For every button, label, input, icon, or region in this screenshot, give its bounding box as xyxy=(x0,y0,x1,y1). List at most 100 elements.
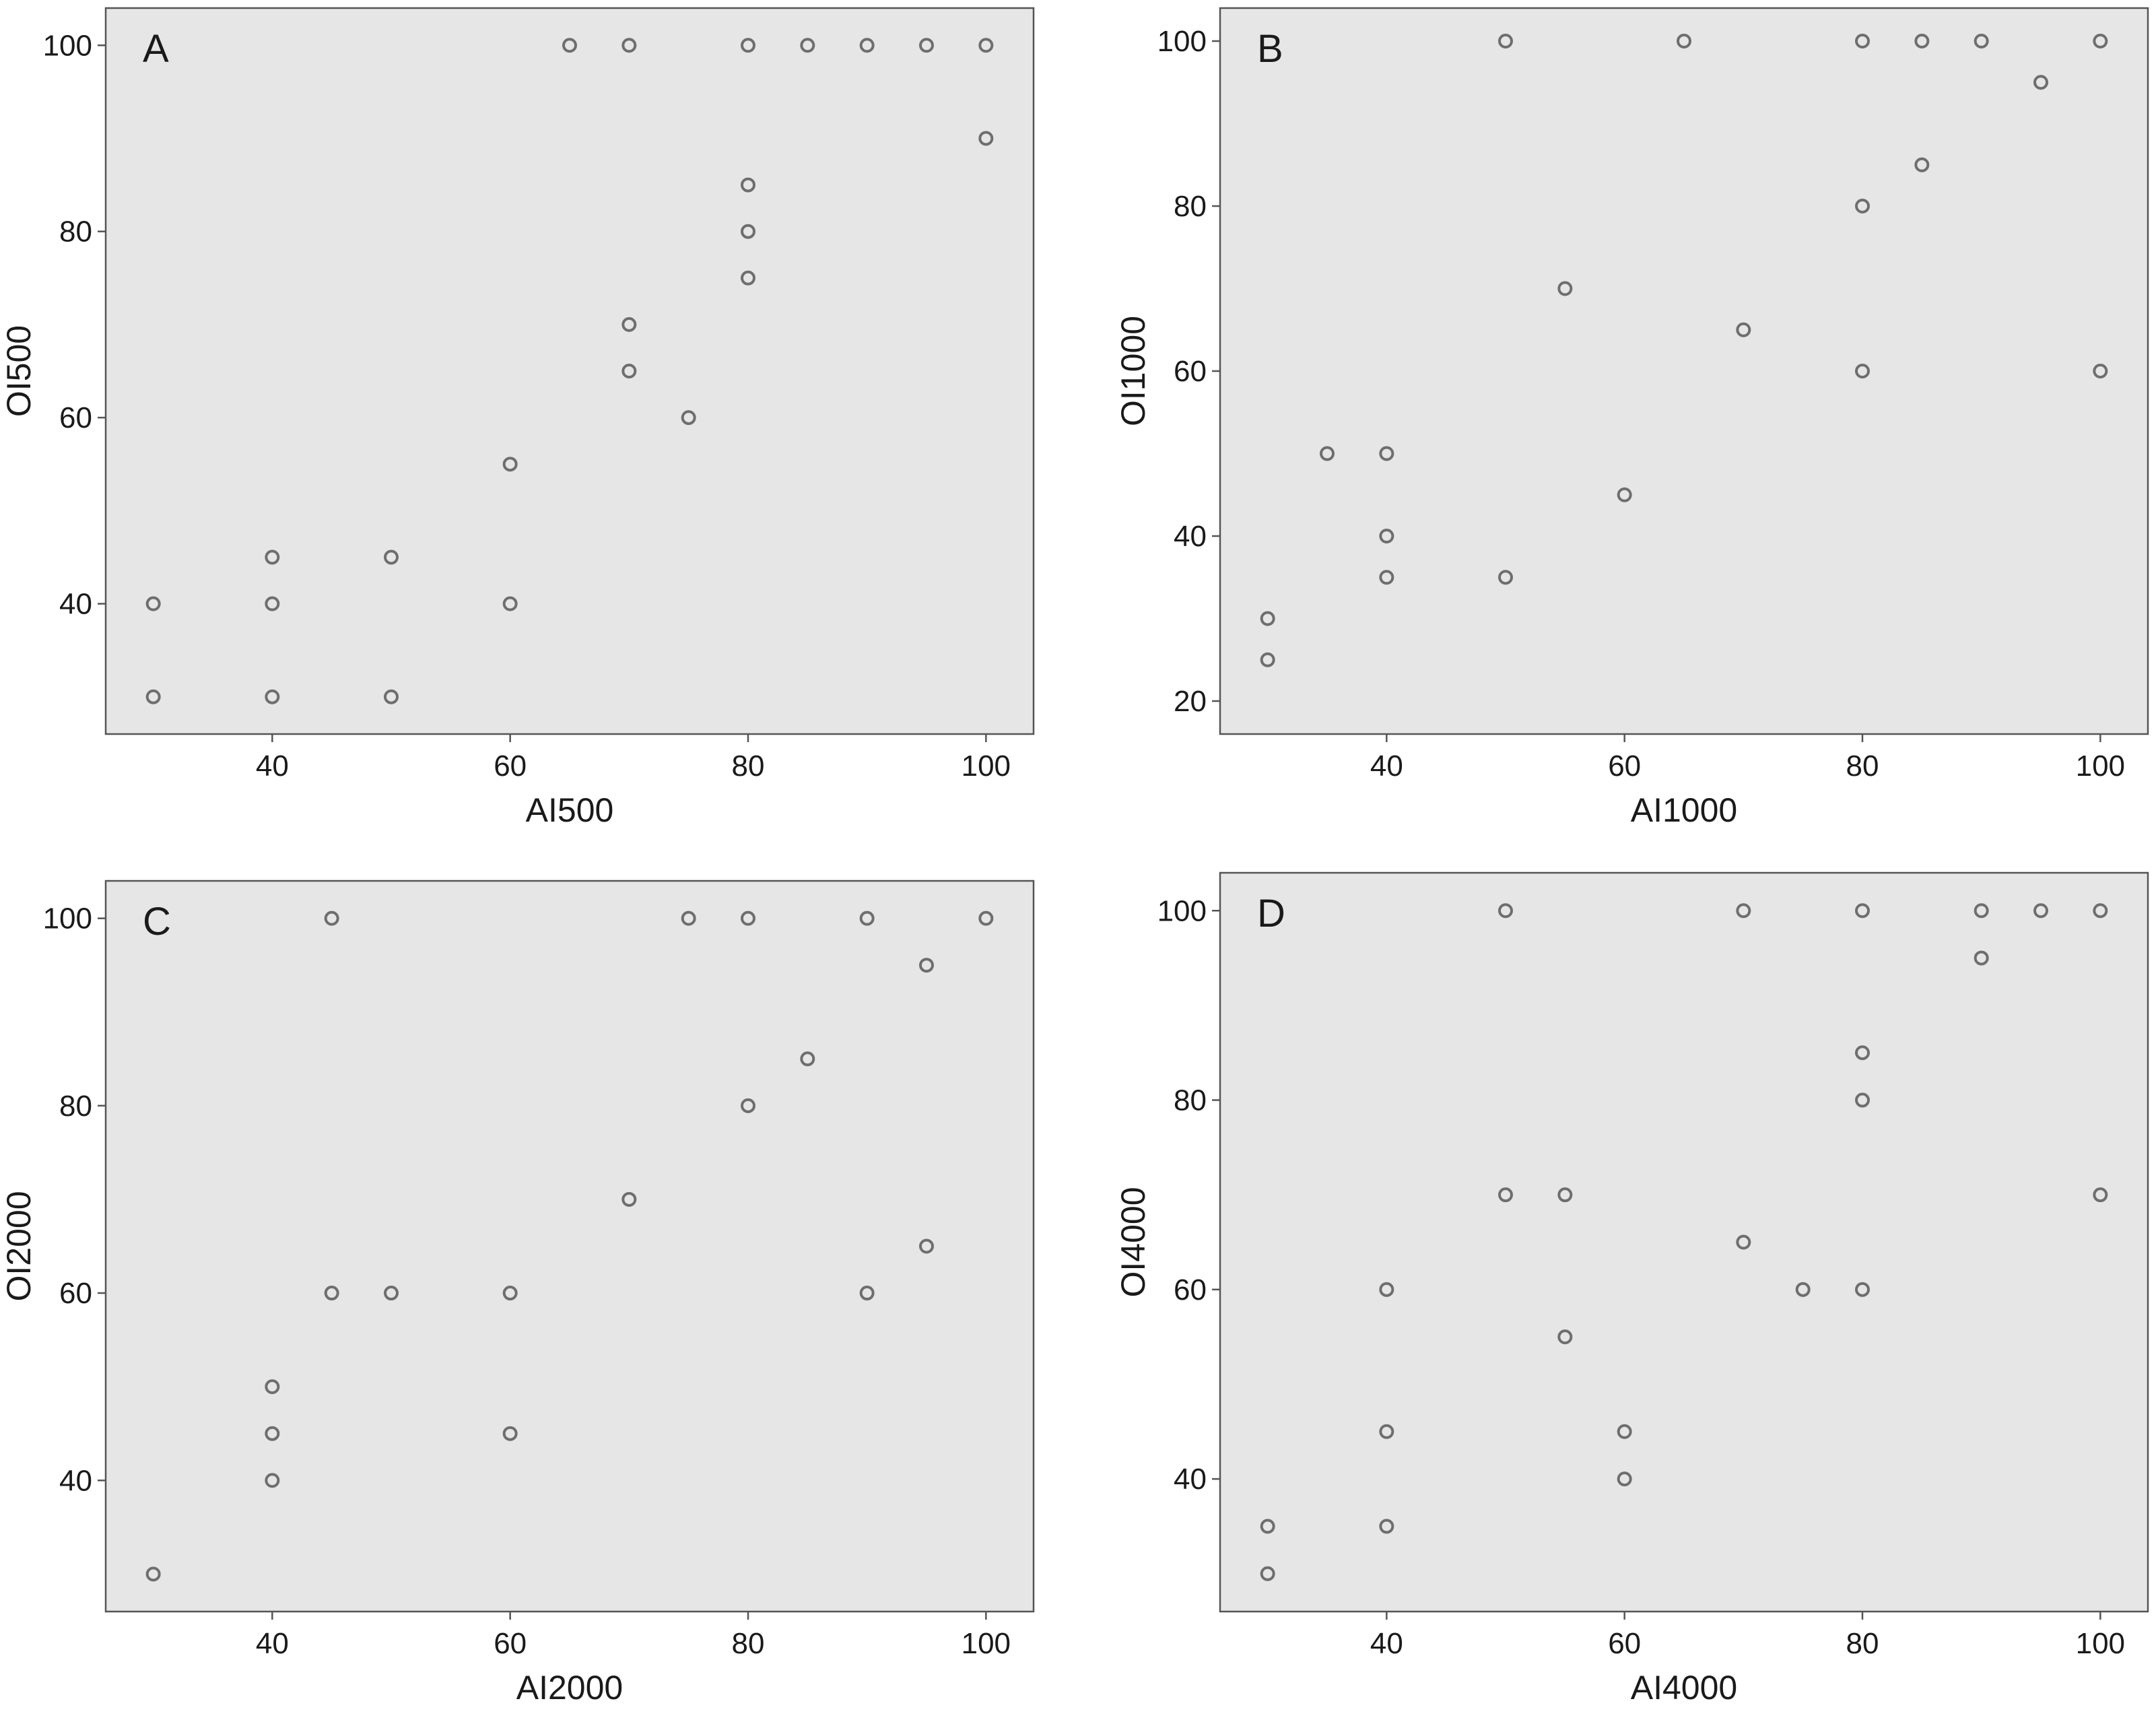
data-point xyxy=(978,910,994,926)
data-point xyxy=(741,38,755,53)
x-tick-label: 60 xyxy=(1608,1627,1641,1660)
y-axis-title: OI4000 xyxy=(1114,1187,1152,1297)
y-tick-label: 60 xyxy=(59,401,92,434)
x-tick-label: 100 xyxy=(2076,1627,2125,1660)
data-point xyxy=(1736,322,1751,337)
plot-area xyxy=(1219,7,2149,735)
x-axis-title: AI2000 xyxy=(516,1669,623,1707)
data-point xyxy=(621,38,637,53)
data-point xyxy=(741,910,755,926)
data-point xyxy=(1557,1329,1573,1345)
data-point xyxy=(1379,1282,1394,1297)
y-tick-label: 100 xyxy=(43,29,92,62)
data-point xyxy=(919,1238,934,1254)
plot-area xyxy=(104,880,1035,1613)
y-axis-title: OI1000 xyxy=(1114,316,1152,426)
data-point xyxy=(978,38,994,53)
panel-d: 40 60 80 100 40 60 80 100 AI4000 OI4000 D xyxy=(1114,871,2149,1707)
data-point xyxy=(145,1566,161,1582)
data-point xyxy=(919,958,934,973)
data-point xyxy=(1617,1471,1632,1487)
panel-letter: D xyxy=(1257,892,1285,935)
data-point xyxy=(1974,34,1989,48)
x-tick-label: 60 xyxy=(1608,750,1641,783)
x-tick-label: 100 xyxy=(2076,750,2125,783)
data-point xyxy=(502,1286,518,1301)
data-point xyxy=(1795,1282,1811,1297)
data-point xyxy=(621,317,637,332)
x-tick-label: 100 xyxy=(962,1627,1011,1660)
y-tick-label: 40 xyxy=(1174,520,1207,553)
data-point xyxy=(1379,570,1394,585)
data-point xyxy=(1855,34,1870,48)
data-point xyxy=(384,550,399,565)
data-point xyxy=(1379,529,1394,543)
data-point xyxy=(502,1426,518,1441)
data-point xyxy=(324,1286,339,1301)
data-point xyxy=(1260,652,1275,667)
data-point xyxy=(1855,1282,1870,1297)
y-tick-label: 100 xyxy=(43,902,92,935)
data-point xyxy=(859,910,875,926)
data-point xyxy=(2093,903,2108,919)
panel-c: 40 60 80 100 40 60 80 100 AI2000 OI2000 C xyxy=(0,880,1035,1707)
data-point xyxy=(741,177,755,193)
x-axis-title: AI4000 xyxy=(1631,1669,1737,1707)
data-point xyxy=(502,596,518,611)
y-tick-label: 20 xyxy=(1174,685,1207,718)
plot-area xyxy=(1219,871,2149,1613)
y-tick-label: 80 xyxy=(1174,1084,1207,1117)
x-tick-label: 40 xyxy=(1370,750,1403,783)
y-tick-label: 80 xyxy=(59,1090,92,1123)
data-point xyxy=(265,550,280,565)
plot-area xyxy=(104,7,1035,735)
data-point xyxy=(1498,34,1513,48)
data-point xyxy=(1498,903,1513,919)
x-tick-label: 100 xyxy=(962,750,1011,783)
data-point xyxy=(1617,1424,1632,1439)
y-tick-label: 100 xyxy=(1157,894,1207,927)
y-tick-label: 40 xyxy=(59,588,92,621)
data-point xyxy=(919,38,934,53)
data-point xyxy=(1260,1566,1275,1581)
data-point xyxy=(502,457,518,472)
data-point xyxy=(1914,34,1930,48)
data-point xyxy=(978,131,994,146)
data-point xyxy=(1260,1519,1275,1534)
data-point xyxy=(1855,199,1870,213)
data-point xyxy=(1498,570,1513,585)
data-point xyxy=(2033,75,2048,90)
data-point xyxy=(384,1286,399,1301)
data-point xyxy=(265,596,280,611)
y-tick-label: 80 xyxy=(59,216,92,249)
data-point xyxy=(2093,364,2108,378)
data-point xyxy=(681,910,696,926)
data-point xyxy=(859,1286,875,1301)
panel-letter: C xyxy=(143,900,171,943)
data-point xyxy=(562,38,577,53)
x-tick-label: 80 xyxy=(732,1627,765,1660)
data-point xyxy=(384,689,399,704)
panel-b: 40 60 80 100 20 40 60 80 100 AI1000 OI1000 B xyxy=(1114,7,2149,829)
y-tick-label: 40 xyxy=(59,1464,92,1497)
y-tick-label: 60 xyxy=(59,1277,92,1310)
data-point xyxy=(1557,1187,1573,1203)
data-point xyxy=(741,270,755,286)
data-point xyxy=(681,410,696,426)
data-point xyxy=(1855,1092,1870,1108)
data-point xyxy=(265,1379,280,1395)
data-point xyxy=(1617,487,1632,502)
data-point xyxy=(1855,903,1870,919)
x-tick-label: 60 xyxy=(494,750,527,783)
data-point xyxy=(145,689,161,704)
y-tick-label: 80 xyxy=(1174,190,1207,223)
data-point xyxy=(1260,611,1275,626)
data-point xyxy=(1855,364,1870,378)
x-tick-label: 80 xyxy=(1846,750,1879,783)
data-point xyxy=(1677,34,1691,48)
data-point xyxy=(1736,903,1751,919)
data-point xyxy=(1557,281,1573,296)
data-point xyxy=(1974,903,1989,919)
y-tick-label: 60 xyxy=(1174,1273,1207,1306)
